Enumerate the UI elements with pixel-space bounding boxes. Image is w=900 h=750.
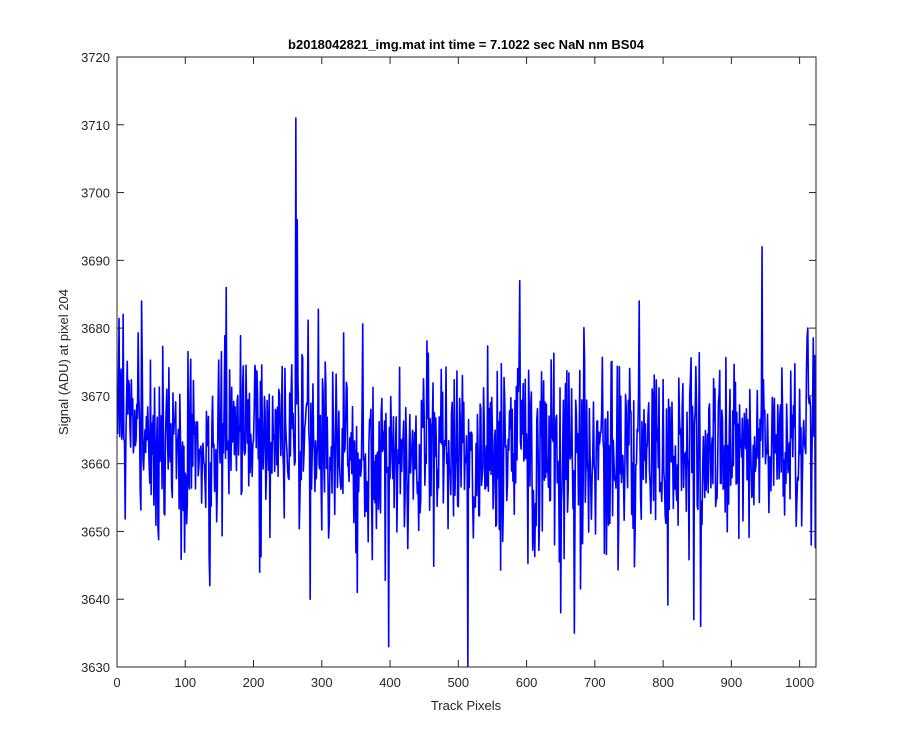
x-tick-label: 600 bbox=[516, 675, 538, 690]
x-tick-label: 900 bbox=[721, 675, 743, 690]
y-tick-label: 3650 bbox=[81, 524, 110, 539]
y-tick-label: 3630 bbox=[81, 660, 110, 675]
x-tick-label: 100 bbox=[174, 675, 196, 690]
x-tick-label: 400 bbox=[379, 675, 401, 690]
chart-title: b2018042821_img.mat int time = 7.1022 se… bbox=[288, 37, 645, 52]
y-tick-label: 3660 bbox=[81, 457, 110, 472]
axes-box bbox=[116, 56, 817, 668]
x-tick-label: 0 bbox=[113, 675, 120, 690]
x-tick-label: 1000 bbox=[785, 675, 814, 690]
data-layer bbox=[117, 117, 816, 667]
x-tick-label: 200 bbox=[243, 675, 265, 690]
y-axis-label: Signal (ADU) at pixel 204 bbox=[56, 289, 71, 435]
x-tick-label: 800 bbox=[652, 675, 674, 690]
x-tick-label: 300 bbox=[311, 675, 333, 690]
y-tick-label: 3700 bbox=[81, 186, 110, 201]
y-tick-label: 3690 bbox=[81, 253, 110, 268]
x-axis-label: Track Pixels bbox=[431, 698, 502, 713]
y-tick-label: 3670 bbox=[81, 389, 110, 404]
y-tick-label: 3720 bbox=[81, 50, 110, 65]
y-tick-label: 3710 bbox=[81, 118, 110, 133]
y-tick-label: 3640 bbox=[81, 592, 110, 607]
y-axis-ticks: 3630 3640 3650 3660 3670 3680 3690 3700 3710 3720 bbox=[81, 50, 816, 675]
x-axis-ticks: 0 100 200 300 400 500 600 700 800 900 1000 bbox=[113, 57, 814, 690]
x-tick-label: 500 bbox=[447, 675, 469, 690]
signal-series-line bbox=[117, 117, 816, 667]
x-tick-label: 700 bbox=[584, 675, 606, 690]
y-tick-label: 3680 bbox=[81, 321, 110, 336]
